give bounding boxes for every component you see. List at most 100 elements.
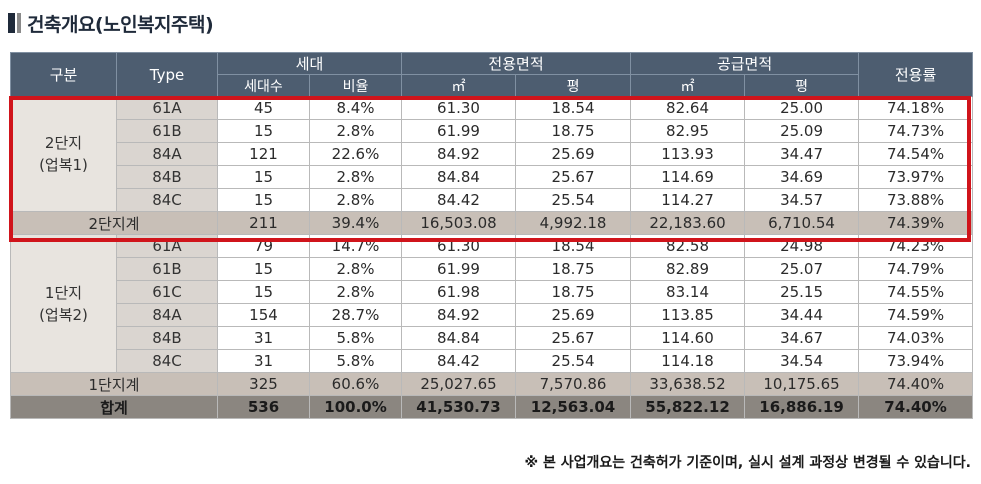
total-row: 합계 536 100.0% 41,530.73 12,563.04 55,822.12 16… [10,395,974,419]
cell-exclusive-pyeong: 25.54 [515,349,632,373]
cell-ratio: 2.8% [308,165,403,189]
cell-type: 61B [116,257,218,281]
subtotal-exclusive-pyeong: 4,992.18 [515,211,632,235]
cell-type: 61B [116,119,218,143]
cell-supply-pyeong: 34.44 [744,303,860,327]
subtotal-supply-pyeong: 10,175.65 [744,372,860,396]
total-exclusive-pyeong: 12,563.04 [515,395,632,419]
cell-household-count: 15 [217,280,310,304]
header-households: 세대 [216,52,403,75]
cell-supply-pyeong: 25.00 [744,96,860,120]
table-row: 84B 31 5.8% 84.84 25.67 114.60 34.67 74.03% [11,326,974,350]
subtotal-supply-pyeong: 6,710.54 [744,211,860,235]
table-row: 84B 15 2.8% 84.84 25.67 114.69 34.69 73.97% [11,165,974,189]
total-label: 합계 [10,395,218,419]
page-title-text: 건축개요(노인복지주택) [27,13,214,36]
total-supply-pyeong: 16,886.19 [744,395,860,419]
cell-exclusive-ratio: 74.73% [858,119,974,143]
cell-exclusive-pyeong: 25.67 [515,165,632,189]
cell-supply-sqm: 114.18 [630,349,746,373]
cell-type: 84C [116,188,218,212]
subtotal-exclusive-sqm: 16,503.08 [401,211,517,235]
cell-ratio: 2.8% [308,257,403,281]
group-label: 1단지 (업복2) [10,234,117,373]
subtotal-exclusive-sqm: 25,027.65 [401,372,517,396]
building-overview-table: 구분 Type 세대 전용면적 공급면적 전용률 세대수 비율 ㎡ 평 ㎡ 평 … [10,52,974,419]
title-bar-icon [8,13,21,33]
cell-supply-sqm: 113.93 [630,142,746,166]
cell-exclusive-sqm: 84.42 [401,188,517,212]
cell-household-count: 15 [217,165,310,189]
header-exclusive-pyeong: 평 [515,74,632,97]
cell-household-count: 15 [217,188,310,212]
subtotal-ratio: 39.4% [308,211,403,235]
total-exclusive-ratio: 74.40% [858,395,974,419]
cell-ratio: 2.8% [308,188,403,212]
group-label-line1: 2단지 [44,134,83,152]
header-exclusive-ratio: 전용률 [858,52,974,97]
header-exclusive-sqm: ㎡ [401,74,517,97]
cell-supply-sqm: 114.27 [630,188,746,212]
page-title: 건축개요(노인복지주택) [8,6,214,40]
cell-type: 84C [116,349,218,373]
subtotal-exclusive-ratio: 74.40% [858,372,974,396]
header-type: Type [116,52,218,97]
table-row: 2단지 (업복1) 61A 45 8.4% 61.30 18.54 82.64 25.00 74.… [10,96,974,212]
cell-exclusive-sqm: 61.99 [401,257,517,281]
table-row: 84A 154 28.7% 84.92 25.69 113.85 34.44 74.59% [11,303,974,327]
cell-exclusive-pyeong: 25.54 [515,188,632,212]
cell-ratio: 8.4% [308,96,403,120]
cell-exclusive-ratio: 74.54% [858,142,974,166]
group-label: 2단지 (업복1) [10,96,117,212]
cell-exclusive-ratio: 74.59% [858,303,974,327]
cell-exclusive-ratio: 74.79% [858,257,974,281]
cell-type: 84B [116,326,218,350]
table-row: 84A 121 22.6% 84.92 25.69 113.93 34.47 74.54% [11,142,974,166]
cell-ratio: 5.8% [308,349,403,373]
cell-supply-sqm: 82.89 [630,257,746,281]
cell-household-count: 79 [217,234,310,258]
cell-exclusive-sqm: 84.84 [401,165,517,189]
cell-exclusive-sqm: 84.92 [401,142,517,166]
cell-supply-sqm: 82.58 [630,234,746,258]
cell-type: 61C [116,280,218,304]
cell-exclusive-pyeong: 18.75 [515,280,632,304]
cell-type: 61A [116,96,218,120]
cell-exclusive-pyeong: 18.54 [515,96,632,120]
disclaimer-note: ※ 본 사업개요는 건축허가 기준이며, 실시 설계 과정상 변경될 수 있습니… [524,455,971,471]
table-header: 구분 Type 세대 전용면적 공급면적 전용률 세대수 비율 ㎡ 평 ㎡ 평 [10,52,974,97]
cell-type: 61A [116,234,218,258]
cell-exclusive-pyeong: 18.75 [515,257,632,281]
cell-exclusive-ratio: 73.88% [858,188,974,212]
cell-exclusive-sqm: 61.99 [401,119,517,143]
group-label-line1: 1단지 [44,283,83,302]
cell-exclusive-pyeong: 25.69 [515,303,632,327]
cell-exclusive-pyeong: 18.54 [515,234,632,258]
cell-supply-pyeong: 34.54 [744,349,860,373]
cell-supply-pyeong: 34.47 [744,142,860,166]
cell-supply-sqm: 82.95 [630,119,746,143]
cell-exclusive-ratio: 74.55% [858,280,974,304]
total-exclusive-sqm: 41,530.73 [401,395,517,419]
group-label-line2: (업복2) [39,305,88,324]
cell-supply-sqm: 114.60 [630,326,746,350]
table-row: 84C 15 2.8% 84.42 25.54 114.27 34.57 73.88% [11,188,974,212]
header-household-count: 세대수 [217,74,310,97]
cell-supply-sqm: 113.85 [630,303,746,327]
subtotal-supply-sqm: 22,183.60 [630,211,746,235]
cell-exclusive-pyeong: 25.67 [515,326,632,350]
cell-exclusive-pyeong: 18.75 [515,119,632,143]
cell-household-count: 154 [217,303,310,327]
cell-supply-sqm: 83.14 [630,280,746,304]
cell-household-count: 15 [217,119,310,143]
header-supply-area: 공급면적 [630,52,860,75]
cell-exclusive-sqm: 61.98 [401,280,517,304]
subtotal-row: 1단지계 325 60.6% 25,027.65 7,570.86 33,638.52 10… [10,372,974,396]
header-exclusive-area: 전용면적 [401,52,632,75]
header-supply-pyeong: 평 [744,74,860,97]
subtotal-exclusive-ratio: 74.39% [858,211,974,235]
cell-ratio: 2.8% [308,119,403,143]
cell-supply-pyeong: 25.07 [744,257,860,281]
cell-household-count: 45 [217,96,310,120]
cell-supply-pyeong: 34.69 [744,165,860,189]
